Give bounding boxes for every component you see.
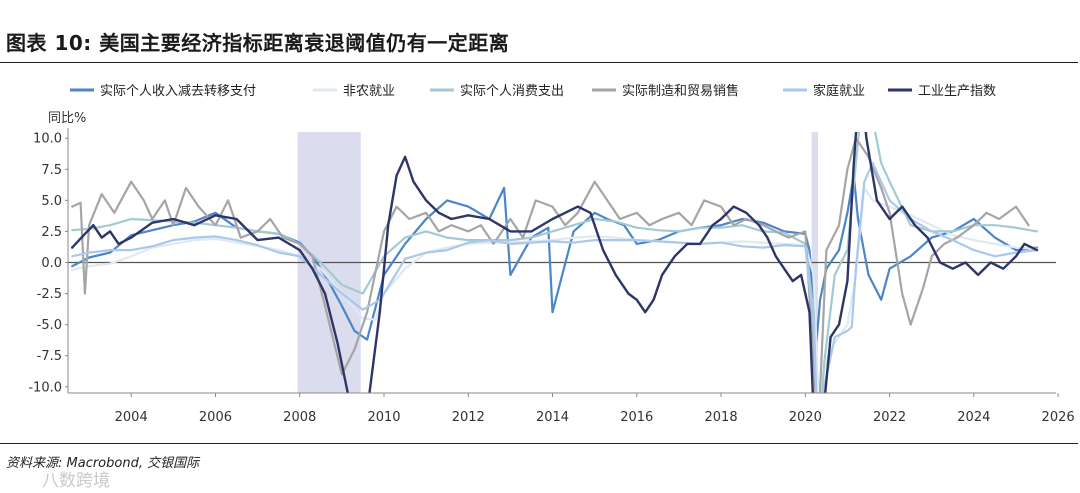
x-tick-label: 2016 — [620, 410, 653, 425]
footer-divider — [0, 443, 1078, 444]
x-tick-label: 2022 — [873, 410, 906, 425]
watermark: 八数跨境 — [42, 471, 110, 491]
x-tick-label: 2008 — [283, 410, 316, 425]
y-tick-label: -10.0 — [28, 380, 62, 395]
series-line-2 — [71, 132, 1039, 393]
y-tick-label: 7.5 — [41, 163, 62, 178]
x-tick-label: 2018 — [705, 410, 738, 425]
legend-label-1: 非农就业 — [343, 84, 395, 99]
series-line-1 — [71, 186, 1039, 388]
series-line-5 — [70, 132, 1039, 393]
legend-label-4: 家庭就业 — [813, 83, 865, 99]
page-title: 图表 10: 美国主要经济指标距离衰退阈值仍有一定距离 — [6, 31, 510, 55]
x-tick-label: 2012 — [452, 410, 485, 425]
y-tick-label: 2.5 — [41, 225, 62, 240]
x-tick-label: 2020 — [789, 410, 822, 425]
x-tick-label: 2026 — [1042, 410, 1075, 425]
y-tick-label: 5.0 — [41, 194, 62, 209]
x-tick-label: 2004 — [115, 410, 148, 425]
legend-label-0: 实际个人收入减去转移支付 — [100, 84, 256, 99]
y-tick-label: 0.0 — [41, 256, 62, 271]
series-line-4 — [71, 162, 1039, 393]
y-axis-label: 同比% — [48, 111, 86, 126]
x-tick-label: 2010 — [367, 410, 400, 425]
title-divider — [0, 62, 1078, 63]
y-tick-label: -2.5 — [37, 287, 62, 302]
y-tick-label: 10.0 — [33, 132, 62, 147]
legend-label-3: 实际制造和贸易销售 — [622, 83, 739, 99]
x-tick-label: 2006 — [199, 410, 232, 425]
source-note: 资料来源: Macrobond, 交银国际 — [6, 456, 200, 471]
x-tick-label: 2024 — [957, 410, 990, 425]
x-tick-label: 2014 — [536, 410, 569, 425]
legend-label-2: 实际个人消费支出 — [460, 84, 564, 99]
legend-label-5: 工业生产指数 — [918, 84, 996, 99]
y-tick-label: -7.5 — [37, 349, 62, 364]
y-tick-label: -5.0 — [37, 318, 62, 333]
